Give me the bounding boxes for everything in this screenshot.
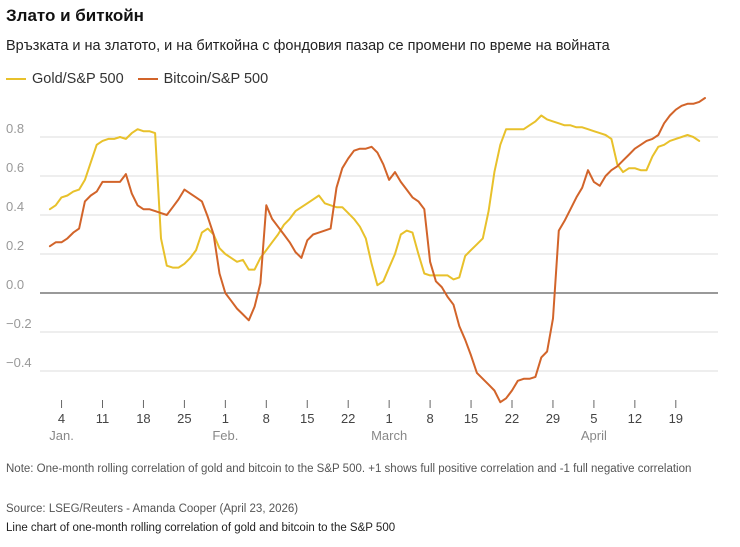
month-label: Feb. (212, 428, 238, 443)
line-chart: 0.80.60.40.20.0−0.2−0.44 11 18 25 1 8 15 22 1 8 15… (6, 97, 718, 443)
y-tick-label: −0.2 (6, 316, 32, 331)
month-label: March (371, 428, 407, 443)
x-tick-label: 25 (177, 411, 191, 426)
y-tick-label: 0.6 (6, 160, 24, 175)
x-tick-label: 8 (263, 411, 270, 426)
month-label: Jan. (49, 428, 74, 443)
x-tick-label: 29 (546, 411, 560, 426)
legend: Gold/S&P 500 Bitcoin/S&P 500 (6, 71, 282, 87)
chart-title: Злато и биткойн (6, 6, 144, 25)
chart-alt-text: Line chart of one-month rolling correlat… (6, 522, 396, 534)
x-tick-label: 4 (58, 411, 65, 426)
x-tick-label: 11 (96, 411, 110, 426)
legend-item-gold: Gold/S&P 500 (6, 71, 124, 87)
legend-label-gold: Gold/S&P 500 (32, 71, 124, 87)
chart-source: Source: LSEG/Reuters - Amanda Cooper (Ap… (6, 503, 299, 515)
y-tick-label: −0.4 (6, 355, 32, 370)
chart-note: Note: One-month rolling correlation of g… (6, 463, 692, 475)
chart-subtitle: Връзката и на златото, и на биткойна с ф… (6, 38, 610, 54)
x-tick-label: 18 (136, 411, 150, 426)
x-tick-label: 15 (300, 411, 314, 426)
month-label: April (581, 428, 607, 443)
legend-swatch-bitcoin (137, 77, 158, 81)
legend-label-bitcoin: Bitcoin/S&P 500 (163, 71, 269, 87)
y-tick-label: 0.4 (6, 199, 24, 214)
x-tick-label: 1 (386, 411, 393, 426)
y-tick-label: 0.8 (6, 121, 24, 136)
legend-swatch-gold (6, 77, 26, 81)
gold-series-line (48, 114, 701, 287)
x-tick-label: 22 (341, 411, 355, 426)
y-tick-label: 0.2 (6, 238, 24, 253)
x-tick-label: 8 (426, 411, 433, 426)
x-tick-label: 19 (669, 411, 683, 426)
bitcoin-series-line (48, 97, 706, 404)
x-tick-label: 5 (590, 411, 597, 426)
x-tick-label: 15 (464, 411, 478, 426)
x-tick-label: 22 (505, 411, 519, 426)
y-tick-label: 0.0 (6, 277, 24, 292)
legend-item-bitcoin: Bitcoin/S&P 500 (137, 71, 269, 87)
x-tick-label: 12 (628, 411, 642, 426)
x-tick-label: 1 (222, 411, 229, 426)
